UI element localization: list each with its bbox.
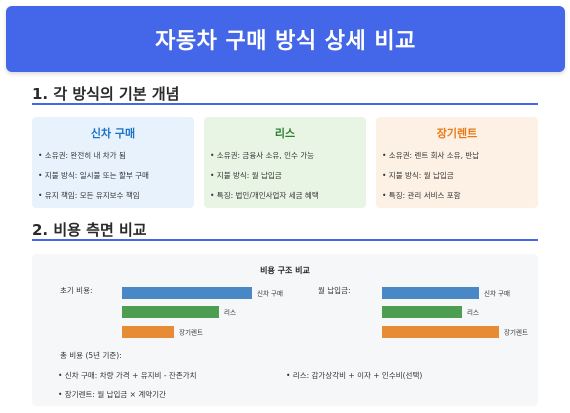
total-cost-item: • 신차 구매: 차량 가격 + 유지비 - 잔존가치 [58, 371, 197, 380]
card-item: • 특징: 법인/개인사업자 세금 혜택 [210, 191, 319, 200]
section-divider [32, 103, 538, 105]
section-title-concepts: 1. 각 방식의 기본 개념 [32, 85, 180, 103]
total-cost-label: 총 비용 (5년 기준): [60, 351, 122, 360]
card-item: • 지불 방식: 월 납입금 [210, 171, 282, 180]
card-title: 장기렌트 [436, 127, 478, 140]
card-item: • 소유권: 금융사 소유, 인수 가능 [210, 151, 315, 160]
card-item: • 유지 책임: 모든 유지보수 책임 [38, 191, 140, 200]
card-title: 신차 구매 [90, 127, 136, 140]
section-divider [32, 239, 538, 241]
total-cost-item: • 리스: 감가상각비 + 이자 + 인수비(선택) [286, 371, 423, 380]
chart-group-label: 초기 비용: [60, 286, 93, 295]
chart-bar [122, 287, 252, 299]
card-item: • 지불 방식: 월 납입금 [382, 171, 454, 180]
card-long-term-rental: 장기렌트 • 소유권: 렌트 회사 소유, 반납 • 지불 방식: 월 납입금 … [376, 117, 538, 208]
chart-bar-label: 리스 [224, 308, 236, 317]
card-item: • 소유권: 렌트 회사 소유, 반납 [382, 151, 480, 160]
card-new-car: 신차 구매 • 소유권: 완전히 내 차가 됨 • 지불 방식: 일시불 또는 … [32, 117, 194, 208]
card-lease: 리스 • 소유권: 금융사 소유, 인수 가능 • 지불 방식: 월 납입금 •… [204, 117, 366, 208]
total-cost-item: • 장기렌트: 월 납입금 × 계약기간 [58, 390, 166, 399]
chart-bar-label: 신차 구매 [257, 289, 283, 298]
chart-bar-label: 장기렌트 [179, 328, 203, 337]
chart-bar [122, 306, 219, 318]
chart-bar-label: 리스 [467, 308, 479, 317]
card-title: 리스 [274, 127, 296, 140]
chart-bar [382, 326, 499, 338]
chart-bar-label: 장기렌트 [504, 328, 528, 337]
card-item: • 지불 방식: 일시불 또는 할부 구매 [38, 171, 149, 180]
page-header: 자동차 구매 방식 상세 비교 [6, 6, 565, 72]
page-title: 자동차 구매 방식 상세 비교 [155, 29, 416, 54]
section-title-costs: 2. 비용 측면 비교 [32, 221, 147, 239]
chart-bar-label: 신차 구매 [484, 289, 510, 298]
chart-bar [382, 306, 462, 318]
chart-group-label: 월 납입금: [318, 285, 351, 295]
chart-title: 비용 구조 비교 [260, 265, 310, 275]
card-item: • 소유권: 완전히 내 차가 됨 [38, 151, 126, 160]
chart-bar [122, 326, 174, 338]
chart-bar [382, 287, 479, 299]
card-item: • 특징: 관리 서비스 포함 [382, 191, 461, 200]
